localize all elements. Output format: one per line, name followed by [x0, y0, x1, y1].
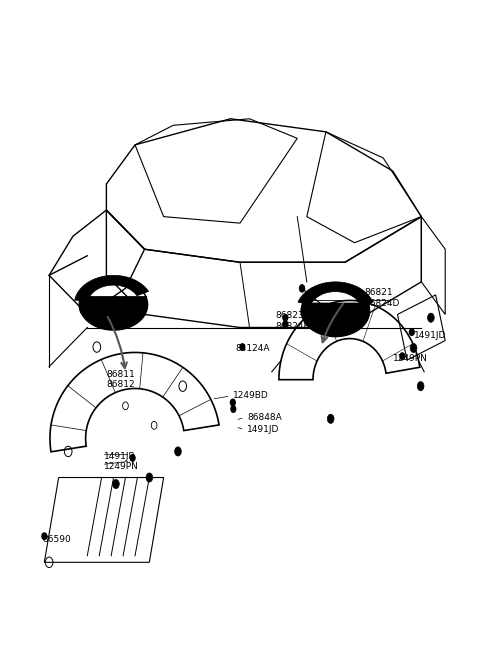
Circle shape — [231, 405, 236, 412]
Circle shape — [130, 455, 135, 461]
Text: 1491JD: 1491JD — [247, 425, 279, 434]
Polygon shape — [301, 303, 370, 337]
Circle shape — [428, 313, 434, 322]
Circle shape — [299, 284, 305, 292]
Circle shape — [240, 344, 245, 350]
Circle shape — [230, 400, 235, 405]
Circle shape — [410, 343, 417, 352]
Text: 86811
86812: 86811 86812 — [107, 370, 135, 389]
Text: 1249BD: 1249BD — [233, 392, 269, 400]
Circle shape — [113, 479, 119, 489]
Text: 1249PN: 1249PN — [393, 354, 428, 364]
Text: 86848A: 86848A — [247, 413, 282, 422]
Circle shape — [146, 473, 153, 482]
Circle shape — [283, 321, 288, 328]
Circle shape — [42, 533, 47, 540]
Circle shape — [175, 447, 181, 456]
Circle shape — [417, 382, 424, 391]
Circle shape — [327, 414, 334, 423]
Text: 86823C
86824B: 86823C 86824B — [276, 311, 311, 331]
Circle shape — [400, 353, 405, 360]
Text: 1491JD: 1491JD — [414, 331, 446, 340]
Circle shape — [409, 329, 414, 335]
Polygon shape — [79, 297, 148, 330]
Polygon shape — [298, 282, 373, 305]
Text: 1491JB
1249PN: 1491JB 1249PN — [104, 451, 139, 471]
Text: 86821
86824D: 86821 86824D — [364, 288, 399, 308]
Text: 84124A: 84124A — [235, 344, 270, 353]
Circle shape — [283, 314, 288, 321]
Text: 86590: 86590 — [42, 535, 71, 544]
Polygon shape — [75, 275, 149, 301]
